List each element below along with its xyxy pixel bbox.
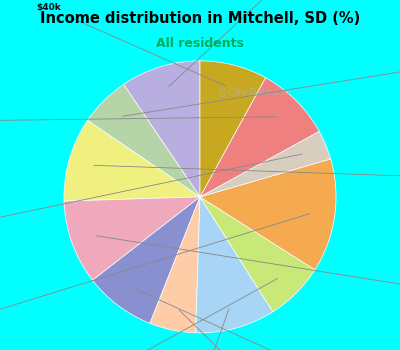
Text: $60k: $60k (0, 214, 310, 334)
Wedge shape (88, 84, 200, 197)
Text: Income distribution in Mitchell, SD (%): Income distribution in Mitchell, SD (%) (40, 11, 360, 26)
Wedge shape (124, 61, 200, 197)
Wedge shape (200, 159, 336, 270)
Text: $30k: $30k (96, 236, 400, 296)
Wedge shape (200, 61, 266, 197)
Wedge shape (64, 120, 200, 201)
Text: ⓘ City-Data.com: ⓘ City-Data.com (220, 88, 292, 97)
Text: All residents: All residents (156, 37, 244, 50)
Text: $125k: $125k (94, 165, 400, 182)
Text: > $200k: > $200k (179, 310, 315, 350)
Wedge shape (200, 78, 319, 197)
Text: $200k: $200k (0, 154, 302, 239)
Text: $50k: $50k (169, 309, 229, 350)
Wedge shape (150, 197, 200, 333)
Text: $40k: $40k (36, 4, 226, 86)
Text: $100k: $100k (169, 0, 319, 87)
Text: $75k: $75k (134, 289, 382, 350)
Wedge shape (196, 197, 273, 333)
Text: $20k: $20k (0, 117, 277, 126)
Text: $10k: $10k (122, 60, 400, 116)
Wedge shape (92, 197, 200, 323)
Wedge shape (200, 131, 331, 197)
Text: $150k: $150k (34, 278, 278, 350)
Wedge shape (64, 197, 200, 280)
Wedge shape (200, 197, 315, 312)
